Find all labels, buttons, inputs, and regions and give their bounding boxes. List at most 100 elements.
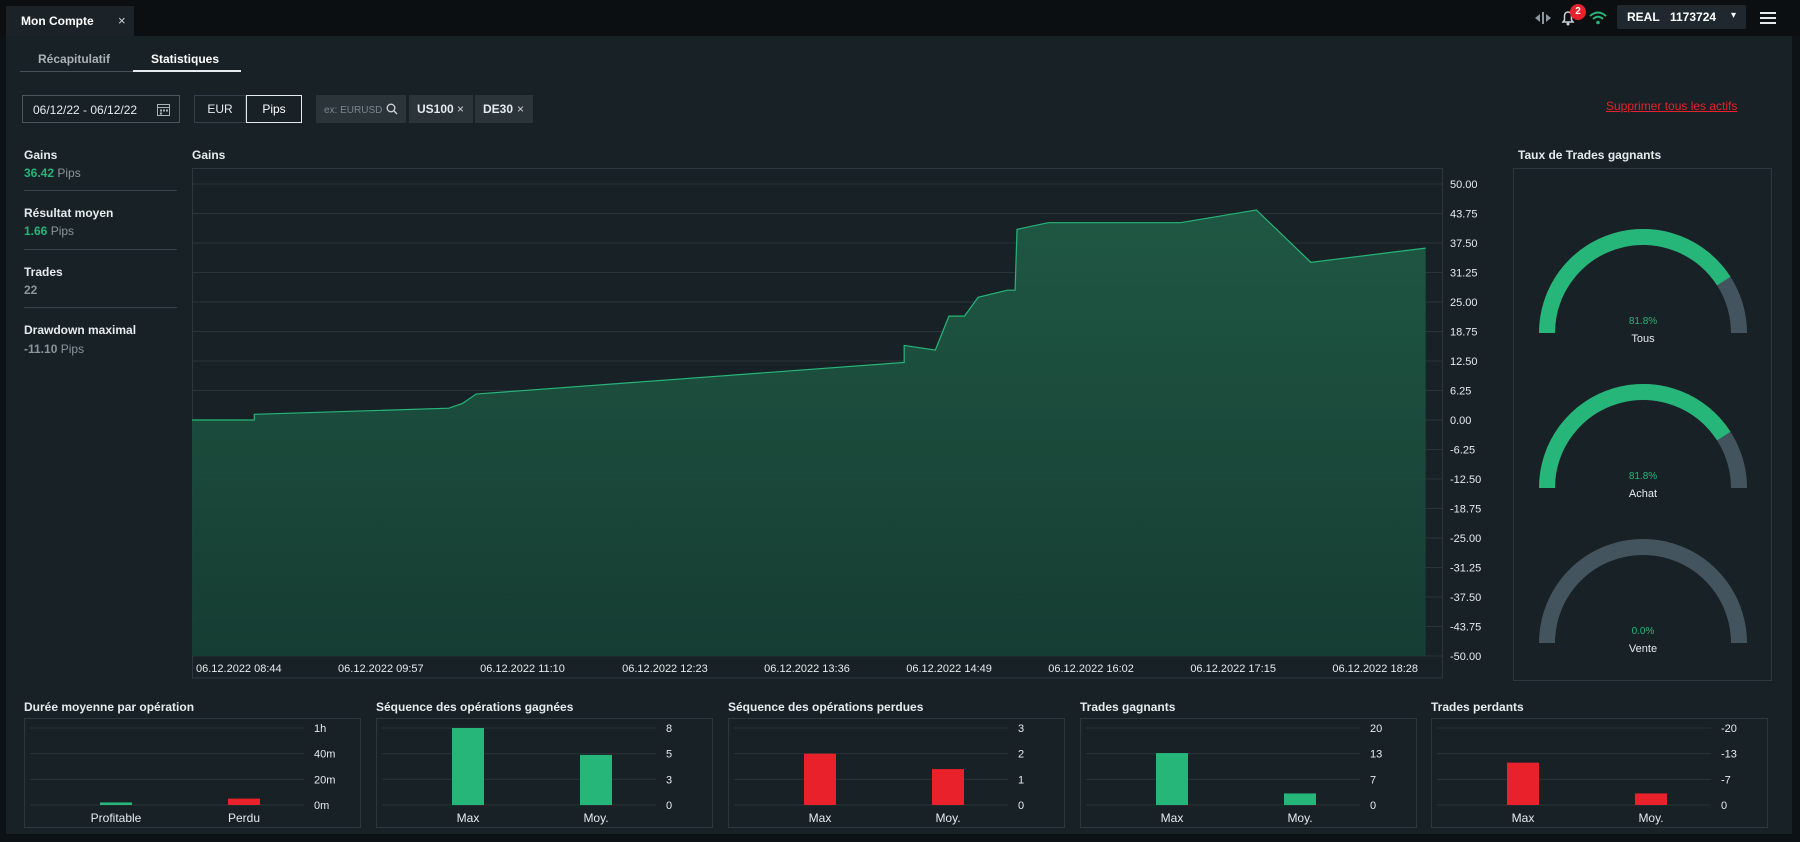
wifi-icon bbox=[1589, 11, 1607, 25]
stat-value: 36.42 Pips bbox=[24, 166, 81, 180]
losing-trades-chart: -20 -13 -7 0 Max Moy. bbox=[1431, 718, 1768, 828]
y-tick-label: 20 bbox=[1370, 723, 1382, 735]
remove-all-assets-link[interactable]: Supprimer tous les actifs bbox=[1606, 99, 1738, 113]
y-tick-label: 0m bbox=[314, 800, 329, 812]
transfer-icon[interactable] bbox=[1533, 8, 1553, 28]
y-tick-label: 43.75 bbox=[1450, 209, 1478, 221]
asset-chip-us100: US100 × bbox=[409, 95, 473, 123]
stat-number: 1.66 bbox=[24, 224, 48, 238]
gauge-track bbox=[1539, 539, 1747, 644]
y-tick-label: 5 bbox=[666, 749, 672, 761]
x-tick-label: Profitable bbox=[91, 811, 142, 825]
chart-frame bbox=[728, 718, 1065, 828]
x-tick-label: 06.12.2022 08:44 bbox=[196, 663, 282, 675]
asset-chip-de30: DE30 × bbox=[475, 95, 533, 123]
y-tick-label: -6.25 bbox=[1450, 445, 1475, 457]
y-tick-label: -7 bbox=[1721, 774, 1731, 786]
remove-icon[interactable]: × bbox=[517, 102, 525, 116]
winrate-gauges: 81.8% Tous 81.8% Achat 0.0% Vente bbox=[1539, 229, 1747, 655]
chart-frame bbox=[1080, 718, 1417, 828]
y-tick-label: -18.75 bbox=[1450, 504, 1481, 516]
date-range-value: 06/12/22 - 06/12/22 bbox=[33, 103, 138, 117]
account-number: 1173724 bbox=[1670, 10, 1717, 24]
remove-icon[interactable]: × bbox=[457, 102, 465, 116]
x-tick-label: Moy. bbox=[583, 811, 608, 825]
y-tick-label: 50.00 bbox=[1450, 179, 1478, 191]
chart-frame bbox=[1431, 718, 1768, 828]
unit-toggle-pips[interactable]: Pips bbox=[246, 95, 302, 123]
x-tick-label: Max bbox=[809, 811, 832, 825]
subtab-underline bbox=[20, 71, 241, 72]
gauge-value: 0.0% bbox=[1632, 626, 1655, 637]
y-tick-label: 0 bbox=[1370, 800, 1376, 812]
chevron-down-icon: ▾ bbox=[1731, 10, 1737, 21]
account-selector[interactable]: REAL 1173724 ▾ bbox=[1617, 5, 1746, 29]
gauge-label: Vente bbox=[1629, 643, 1657, 655]
y-tick-label: -20 bbox=[1721, 723, 1737, 735]
y-tick-label: 0 bbox=[1018, 800, 1024, 812]
gains-chart: 50.00 43.75 37.50 31.25 25.00 18.75 12.50 6.25 0… bbox=[192, 168, 1481, 679]
y-tick-label: -43.75 bbox=[1450, 622, 1481, 634]
asset-search[interactable] bbox=[316, 95, 406, 123]
y-tick-label: -25.00 bbox=[1450, 533, 1481, 545]
stat-unit: Pips bbox=[60, 342, 85, 356]
tab-statistiques[interactable]: Statistiques bbox=[151, 52, 220, 66]
gains-line bbox=[192, 209, 1426, 421]
y-tick-label: 31.25 bbox=[1450, 268, 1478, 280]
loss-streak-chart: 3 2 1 0 Max Moy. bbox=[728, 718, 1065, 828]
x-tick-label: Max bbox=[1512, 811, 1535, 825]
unit-toggle-eur[interactable]: EUR bbox=[194, 95, 246, 123]
gauge-label: Tous bbox=[1631, 333, 1655, 345]
x-tick-label: 06.12.2022 09:57 bbox=[338, 663, 424, 675]
x-tick-label: 06.12.2022 18:28 bbox=[1332, 663, 1418, 675]
chip-label: DE30 bbox=[483, 102, 514, 116]
stat-label: Trades bbox=[24, 265, 63, 279]
y-tick-label: 3 bbox=[666, 774, 672, 786]
asset-search-input[interactable] bbox=[322, 101, 388, 119]
stat-number: 36.42 bbox=[24, 166, 55, 180]
tab-mon-compte[interactable]: Mon Compte × bbox=[6, 6, 134, 36]
y-tick-label: 8 bbox=[666, 723, 672, 735]
x-tick-label: 06.12.2022 13:36 bbox=[764, 663, 850, 675]
bar bbox=[1635, 793, 1667, 805]
y-tick-label: 40m bbox=[314, 749, 335, 761]
divider bbox=[24, 307, 177, 308]
y-tick-label: -12.50 bbox=[1450, 474, 1481, 486]
y-tick-label: 1 bbox=[1018, 774, 1024, 786]
gauge-fill bbox=[1539, 229, 1731, 334]
winning-trades-chart: 20 13 7 0 Max Moy. bbox=[1080, 718, 1417, 828]
top-bar: Mon Compte × 2 REAL 1173724 ▾ bbox=[0, 0, 1800, 36]
x-tick-label: 06.12.2022 17:15 bbox=[1190, 663, 1276, 675]
menu-icon[interactable] bbox=[1758, 8, 1778, 28]
mini-chart-title: Séquence des opérations perdues bbox=[728, 700, 924, 714]
y-tick-label: 2 bbox=[1018, 749, 1024, 761]
close-icon[interactable]: × bbox=[118, 13, 126, 28]
x-tick-label: Moy. bbox=[935, 811, 960, 825]
stat-unit: Pips bbox=[57, 166, 81, 180]
gains-chart-title: Gains bbox=[192, 148, 226, 162]
stat-label: Résultat moyen bbox=[24, 206, 114, 220]
x-tick-label: 06.12.2022 14:49 bbox=[906, 663, 992, 675]
y-tick-label: -31.25 bbox=[1450, 563, 1481, 575]
gains-area bbox=[192, 209, 1426, 656]
y-tick-label: 0 bbox=[1721, 800, 1727, 812]
bar bbox=[1284, 793, 1316, 805]
calendar-icon bbox=[157, 104, 170, 116]
gauge-value: 81.8% bbox=[1629, 471, 1657, 482]
gauge-label: Achat bbox=[1629, 488, 1657, 500]
y-tick-label: 25.00 bbox=[1450, 297, 1478, 309]
mini-chart-title: Trades perdants bbox=[1431, 700, 1524, 714]
gauge-value: 81.8% bbox=[1629, 316, 1657, 327]
date-range-picker[interactable]: 06/12/22 - 06/12/22 bbox=[22, 95, 180, 123]
y-tick-label: 18.75 bbox=[1450, 327, 1478, 339]
active-subtab-indicator bbox=[133, 70, 241, 72]
x-tick-label: 06.12.2022 16:02 bbox=[1048, 663, 1134, 675]
stat-number: 22 bbox=[24, 283, 38, 297]
winrate-title: Taux de Trades gagnants bbox=[1518, 148, 1662, 162]
bar bbox=[452, 728, 484, 805]
tab-recapitulatif[interactable]: Récapitulatif bbox=[38, 52, 111, 66]
bar bbox=[1156, 753, 1188, 805]
y-tick-label: 3 bbox=[1018, 723, 1024, 735]
stat-unit: Pips bbox=[50, 224, 75, 238]
bar bbox=[1507, 762, 1539, 805]
